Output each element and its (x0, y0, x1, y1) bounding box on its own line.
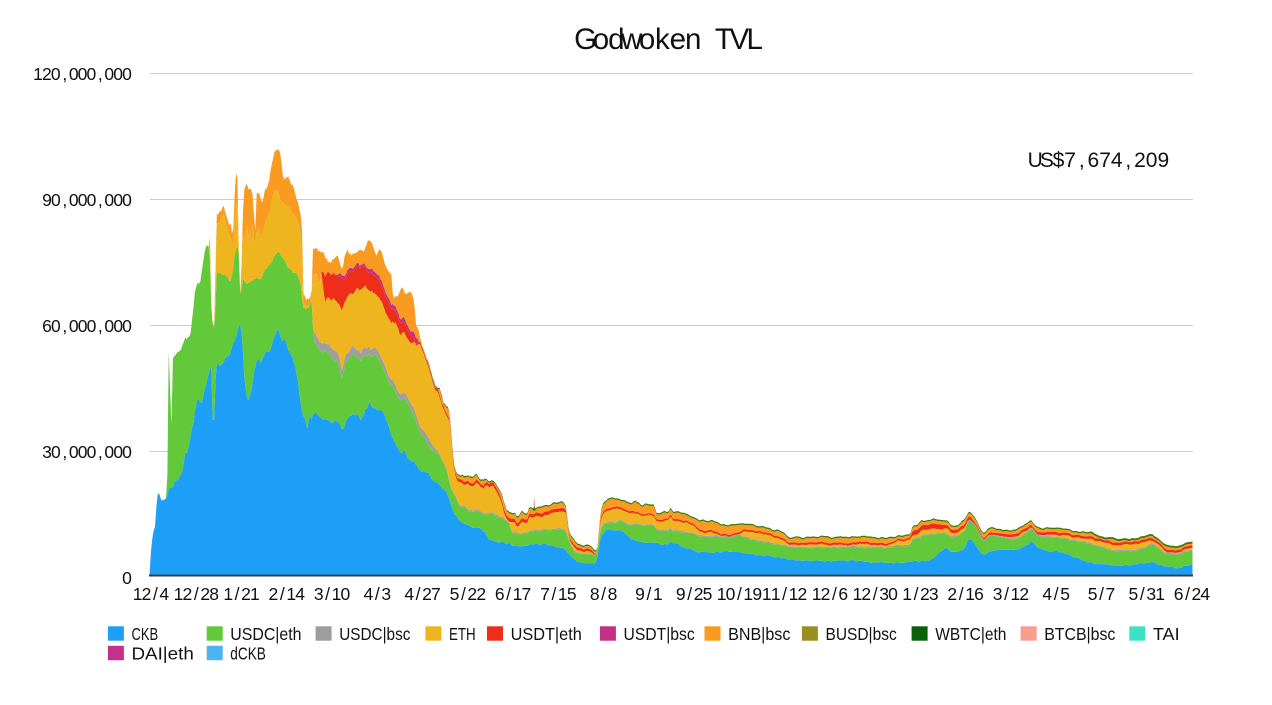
svg-text:9/25: 9/25 (676, 584, 712, 604)
svg-text:2/16: 2/16 (947, 584, 983, 604)
svg-text:USDT|bsc: USDT|bsc (624, 624, 696, 644)
svg-text:90,000,000: 90,000,000 (42, 190, 132, 210)
svg-text:Godwoken TVL: Godwoken TVL (574, 23, 763, 56)
svg-text:7/15: 7/15 (540, 584, 576, 604)
svg-text:CKB: CKB (132, 624, 159, 644)
svg-text:4/5: 4/5 (1042, 584, 1070, 604)
svg-text:3/12: 3/12 (993, 584, 1029, 604)
svg-text:1/21: 1/21 (223, 584, 259, 604)
svg-text:BNB|bsc: BNB|bsc (728, 624, 791, 644)
svg-text:9/1: 9/1 (635, 584, 663, 604)
svg-text:5/31: 5/31 (1129, 584, 1165, 604)
svg-text:USDC|eth: USDC|eth (230, 624, 301, 644)
svg-text:dCKB: dCKB (230, 644, 266, 664)
svg-text:3/10: 3/10 (314, 584, 351, 604)
svg-text:DAI|eth: DAI|eth (132, 644, 194, 664)
svg-text:0: 0 (122, 568, 132, 588)
svg-text:WBTC|eth: WBTC|eth (935, 624, 1006, 644)
svg-text:12/28: 12/28 (174, 584, 219, 604)
svg-text:2/14: 2/14 (269, 584, 306, 604)
svg-text:US$7,674,209: US$7,674,209 (1028, 149, 1170, 172)
svg-text:12/6: 12/6 (812, 584, 848, 604)
svg-text:4/3: 4/3 (364, 584, 392, 604)
svg-text:BTCB|bsc: BTCB|bsc (1044, 624, 1116, 644)
svg-text:ETH: ETH (449, 624, 476, 644)
svg-text:5/7: 5/7 (1088, 584, 1116, 604)
svg-text:30,000,000: 30,000,000 (42, 442, 132, 462)
svg-text:12/4: 12/4 (133, 584, 170, 604)
svg-text:BUSD|bsc: BUSD|bsc (826, 624, 898, 644)
svg-text:12/30: 12/30 (853, 584, 899, 604)
svg-text:6/24: 6/24 (1174, 584, 1211, 604)
svg-text:4/27: 4/27 (404, 584, 440, 604)
svg-text:120,000,000: 120,000,000 (33, 64, 132, 84)
svg-text:5/22: 5/22 (450, 584, 486, 604)
svg-text:USDT|eth: USDT|eth (511, 624, 582, 644)
svg-text:6/17: 6/17 (495, 584, 531, 604)
svg-text:11/12: 11/12 (762, 584, 807, 604)
svg-text:8/8: 8/8 (590, 584, 618, 604)
svg-text:TAI: TAI (1153, 624, 1180, 644)
svg-text:60,000,000: 60,000,000 (42, 316, 132, 336)
svg-text:USDC|bsc: USDC|bsc (339, 624, 411, 644)
svg-text:1/23: 1/23 (902, 584, 938, 604)
svg-text:10/19: 10/19 (717, 584, 762, 604)
